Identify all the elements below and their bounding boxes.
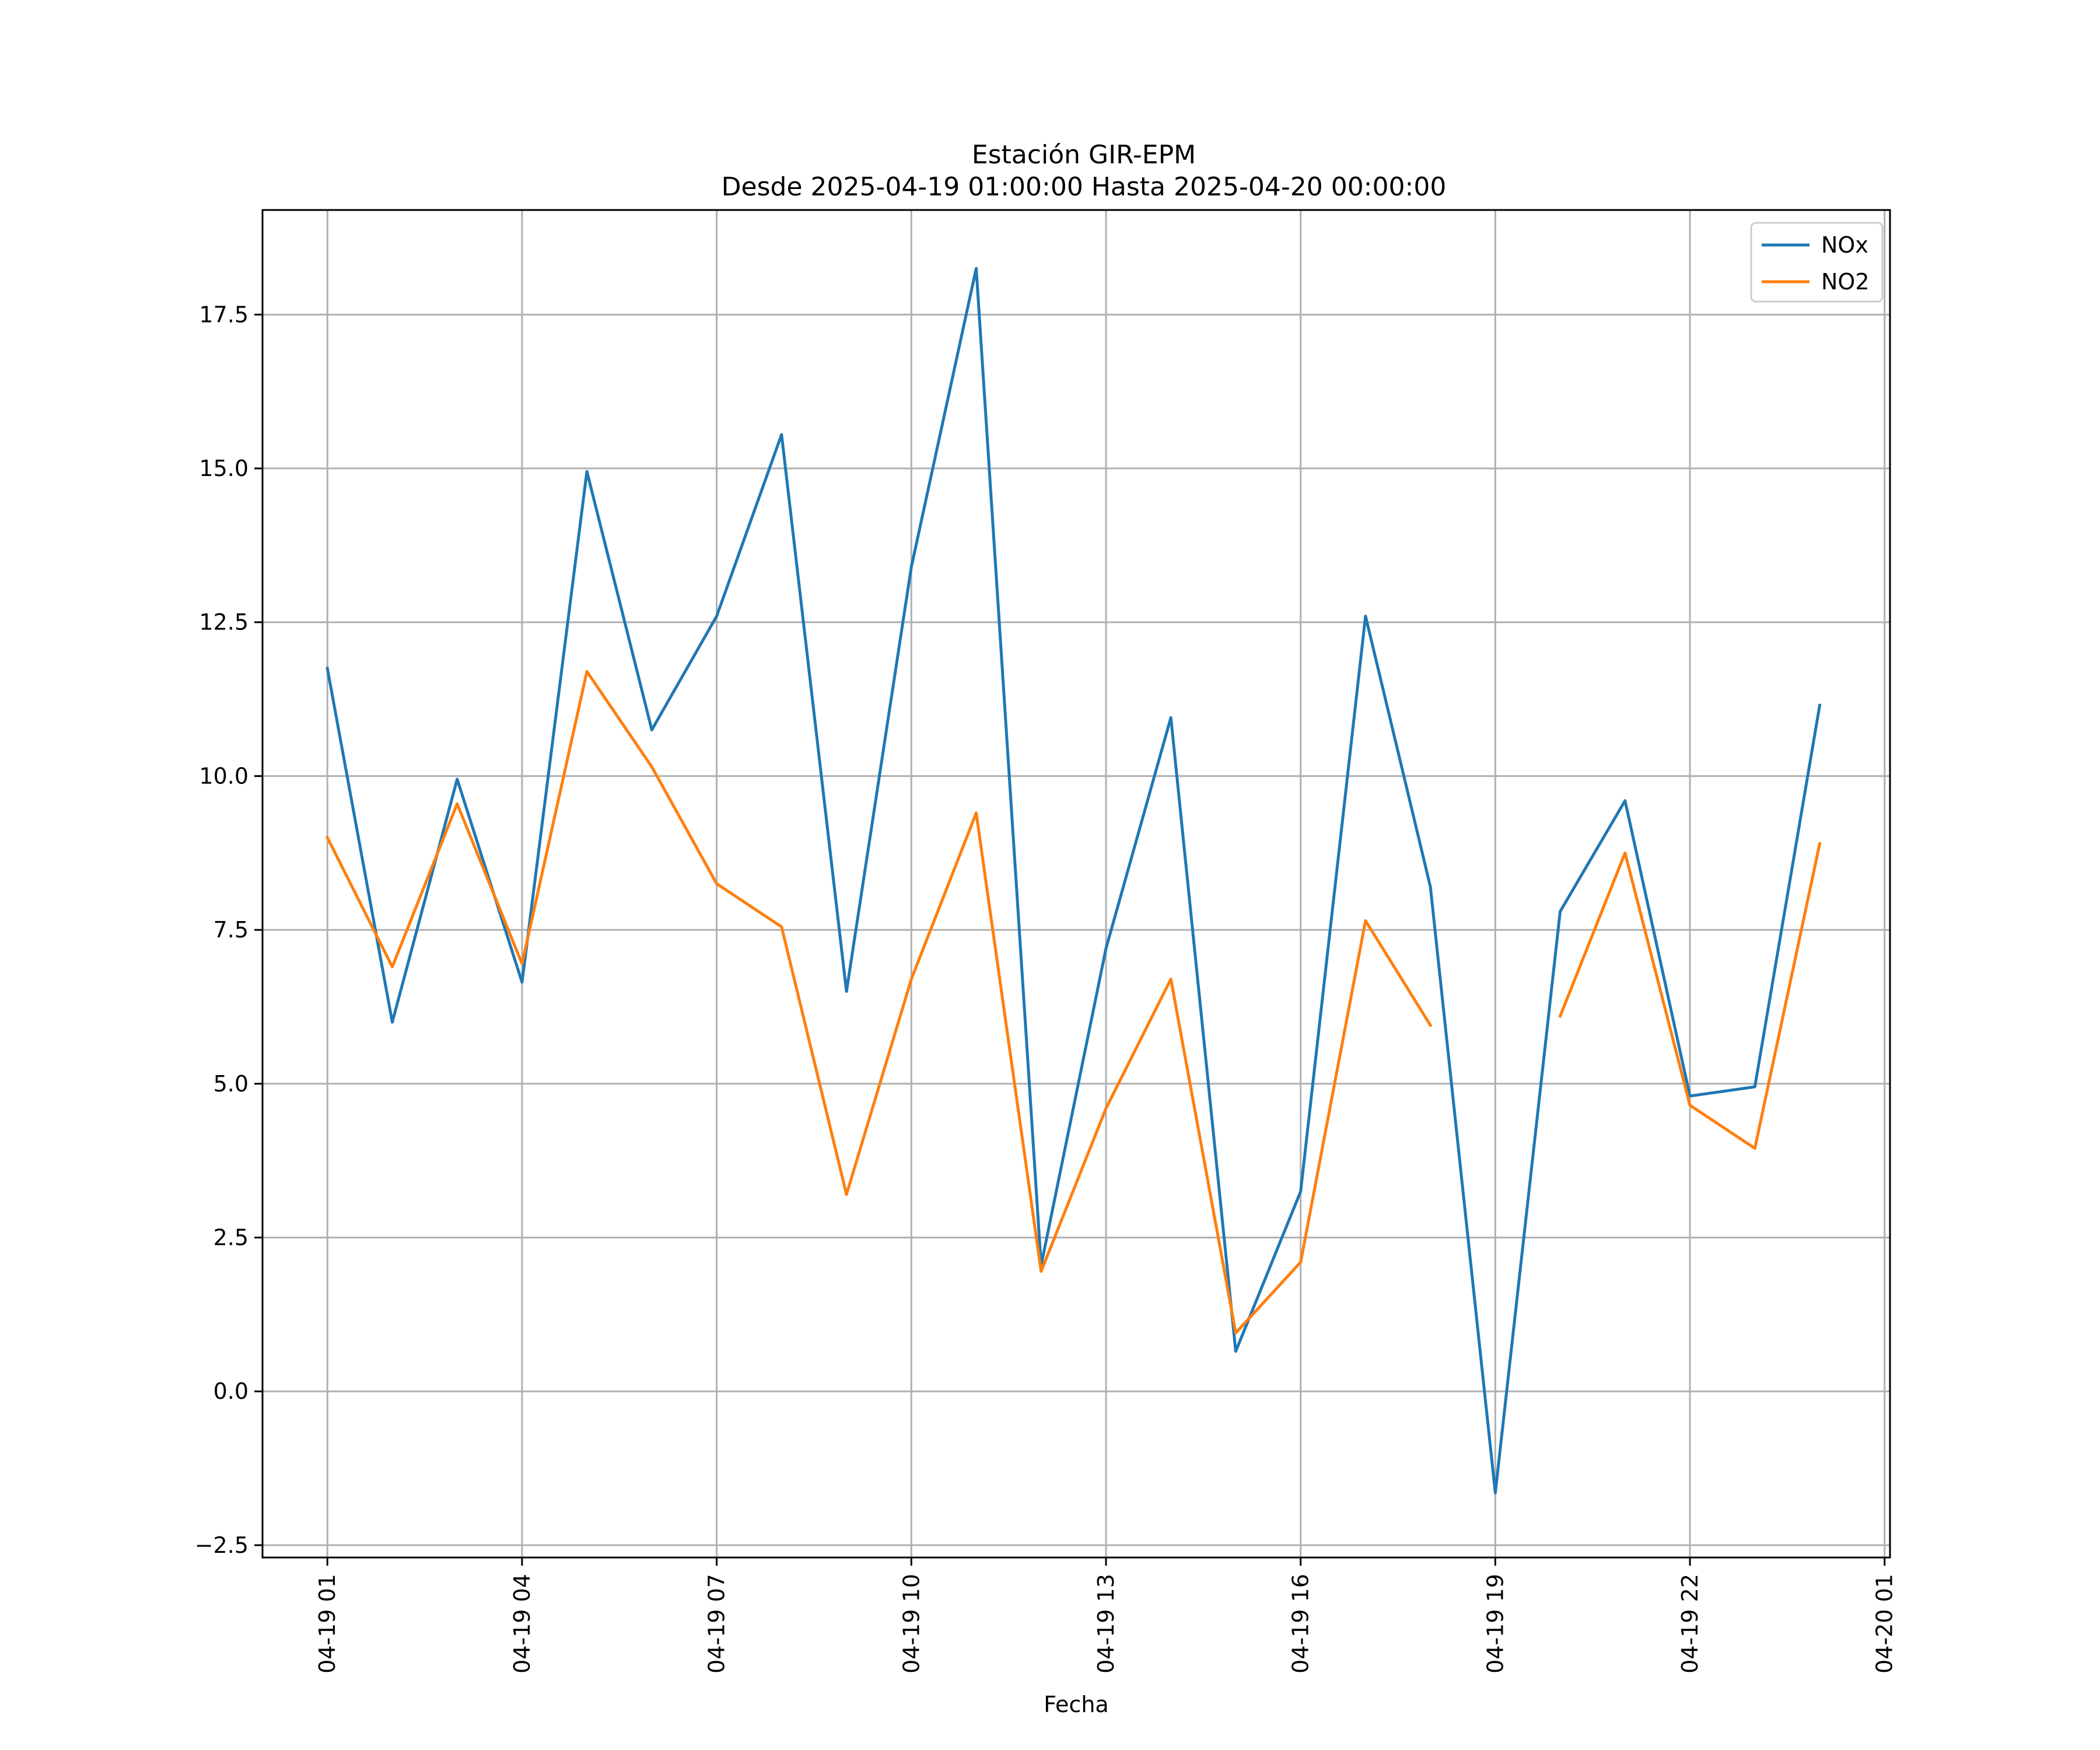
- plot-frame: [261, 209, 1891, 1559]
- grid-lines: [262, 210, 1890, 1558]
- legend-label: NO2: [1821, 269, 1870, 295]
- y-tick-label: 15.0: [199, 456, 249, 481]
- y-tick-label: 12.5: [199, 610, 249, 635]
- legend-label: NOx: [1821, 232, 1868, 258]
- x-tick-label: 04-19 22: [1677, 1574, 1703, 1674]
- x-tick-label: 04-19 01: [314, 1574, 340, 1674]
- x-tick-label: 04-19 07: [704, 1574, 730, 1674]
- x-tick-label: 04-19 16: [1288, 1574, 1314, 1674]
- y-tick-label: 17.5: [199, 302, 249, 327]
- x-tick-label: 04-19 19: [1482, 1574, 1508, 1674]
- y-tick-label: 5.0: [214, 1071, 249, 1097]
- chart-title: Estación GIR-EPM: [972, 140, 1196, 170]
- chart-subtitle: Desde 2025-04-19 01:00:00 Hasta 2025-04-…: [722, 172, 1447, 202]
- series-lines: [325, 267, 1822, 1494]
- x-tick-label: 04-19 04: [509, 1574, 535, 1674]
- x-tick-label: 04-20 01: [1872, 1574, 1898, 1674]
- y-tick-label: −2.5: [195, 1532, 249, 1558]
- x-tick-label: 04-19 10: [898, 1574, 924, 1674]
- x-axis-label: Fecha: [1044, 1692, 1108, 1717]
- x-tick-label: 04-19 13: [1093, 1574, 1119, 1674]
- series-line-nox: [326, 267, 1822, 1494]
- y-tick-label: 7.5: [214, 917, 249, 943]
- x-axis: 04-19 01 04-19 04 04-19 07 04-19 10 04-19 13…: [314, 1558, 1898, 1674]
- y-axis: −2.5 0.0 2.5 5.0 7.5 10.0 12.5 15.0 17.5: [195, 302, 262, 1558]
- y-tick-label: 10.0: [199, 763, 249, 789]
- series-line-no2: [325, 670, 1822, 1335]
- y-tick-label: 2.5: [214, 1225, 249, 1251]
- y-tick-label: 0.0: [214, 1378, 249, 1404]
- legend: NOx NO2: [1750, 222, 1884, 303]
